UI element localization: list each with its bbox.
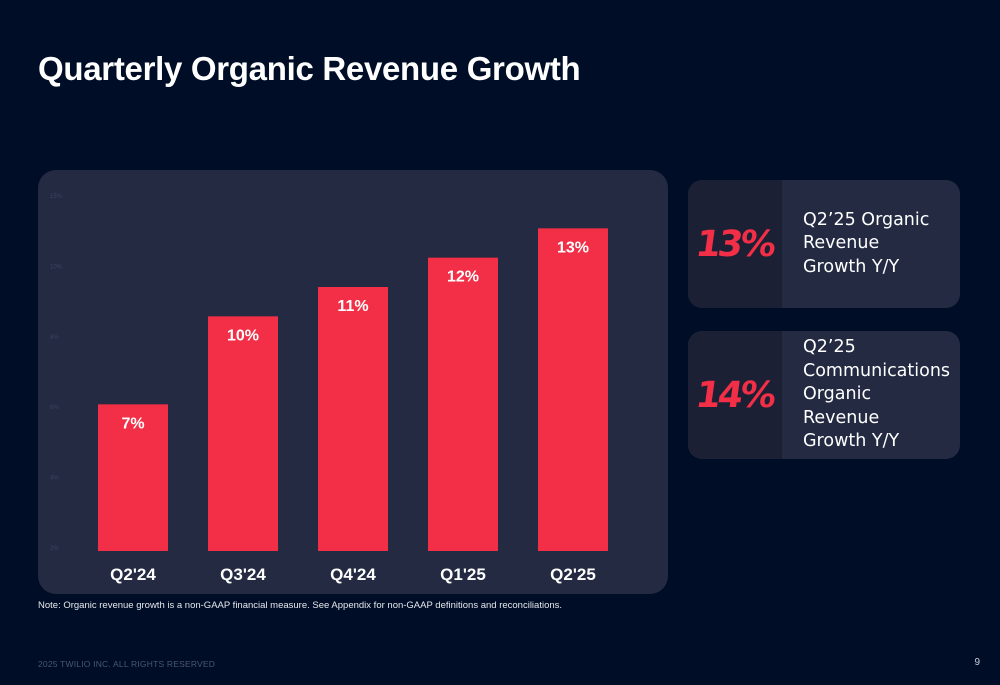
- stat-value-cell: 14%: [688, 331, 782, 459]
- x-tick-label: Q3'24: [220, 565, 266, 584]
- data-label: 10%: [227, 327, 259, 344]
- data-label: 7%: [121, 415, 144, 432]
- y-tick-label: 15%: [50, 194, 63, 200]
- bar: [98, 404, 168, 551]
- bar-chart: 15% 10% 8% 6% 4% 2% 7% Q2'24 10% Q3'24 11% Q4'24 12%…: [50, 194, 608, 584]
- stat-value: 14%: [693, 374, 777, 416]
- x-tick-label: Q4'24: [330, 565, 376, 584]
- y-tick-label: 10%: [50, 264, 63, 270]
- stat-value-cell: 13%: [688, 180, 782, 308]
- copyright-footer: 2025 TWILIO INC. ALL RIGHTS RESERVED: [38, 659, 216, 669]
- page-number: 9: [974, 657, 980, 668]
- bar: [208, 316, 278, 551]
- stat-card-communications-growth: 14% Q2’25 Communications Organic Revenue…: [688, 331, 960, 459]
- chart-panel: 15% 10% 8% 6% 4% 2% 7% Q2'24 10% Q3'24 11% Q4'24 12%…: [38, 170, 668, 594]
- data-label: 12%: [447, 269, 479, 286]
- y-tick-label: 4%: [50, 476, 59, 482]
- bar: [318, 287, 388, 551]
- x-tick-label: Q2'25: [550, 565, 596, 584]
- stat-description-cell: Q2’25 Communications Organic Revenue Gro…: [782, 331, 960, 459]
- bar: [428, 257, 498, 551]
- stat-description: Q2’25 Organic Revenue Growth Y/Y: [803, 209, 930, 277]
- page-title: Quarterly Organic Revenue Growth: [38, 50, 581, 87]
- stat-card-organic-growth: 13% Q2’25 Organic Revenue Growth Y/Y: [688, 180, 960, 308]
- data-label: 13%: [557, 239, 589, 256]
- y-tick-label: 6%: [50, 405, 59, 411]
- stat-value: 13%: [693, 223, 777, 265]
- data-label: 11%: [337, 298, 368, 315]
- x-tick-label: Q2'24: [110, 565, 156, 584]
- bar: [538, 228, 608, 552]
- stat-description-cell: Q2’25 Organic Revenue Growth Y/Y: [782, 180, 960, 308]
- stat-description: Q2’25 Communications Organic Revenue Gro…: [803, 337, 951, 452]
- x-tick-label: Q1'25: [440, 565, 486, 584]
- footnote: Note: Organic revenue growth is a non-GA…: [38, 600, 563, 611]
- y-tick-label: 2%: [50, 546, 59, 552]
- y-tick-label: 8%: [50, 335, 59, 341]
